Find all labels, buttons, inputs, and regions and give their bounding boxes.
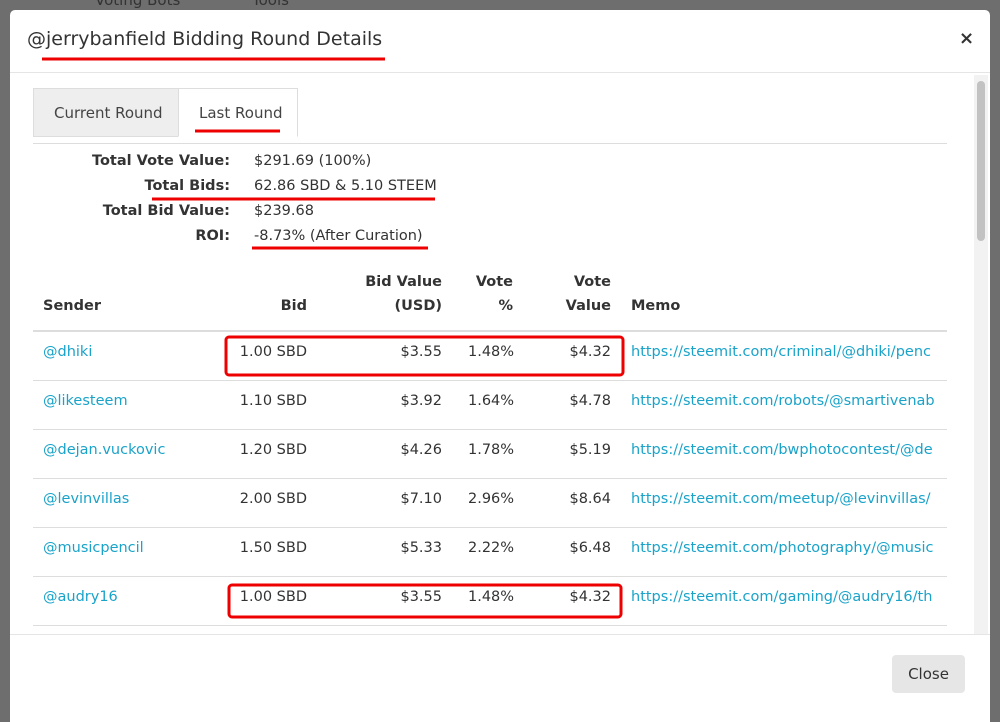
memo-link[interactable]: https://steemit.com/bwphotocontest/@de	[631, 442, 933, 458]
table-cell: 1.20 SBD	[239, 442, 307, 458]
divider	[10, 72, 990, 73]
sender-link[interactable]: @dhiki	[43, 344, 93, 360]
nav-item[interactable]: Voting Bots	[95, 0, 181, 9]
table-cell: $4.32	[569, 589, 611, 605]
table-cell: $4.32	[569, 344, 611, 360]
table-cell: 1.48%	[468, 589, 515, 605]
summary-value: $291.69 (100%)	[254, 153, 372, 169]
modal: @jerrybanfield Bidding Round Details × C…	[10, 10, 990, 722]
row-line	[33, 527, 947, 528]
tab[interactable]: Last Round	[178, 88, 298, 137]
row-line	[33, 429, 947, 430]
table-cell: 1.10 SBD	[239, 393, 307, 409]
table-cell: 1.64%	[468, 393, 515, 409]
table-cell: $3.55	[400, 589, 442, 605]
table-header: Memo	[631, 298, 681, 314]
table-header: Bid Value (USD)	[365, 274, 442, 314]
modal-title: @jerrybanfield Bidding Round Details	[27, 28, 383, 50]
sender-link[interactable]: @musicpencil	[43, 540, 144, 556]
tab-bar	[33, 143, 947, 144]
table-rule	[33, 330, 947, 332]
table-cell: $3.55	[400, 344, 442, 360]
divider	[10, 634, 990, 635]
scrollbar	[974, 75, 988, 635]
table-cell: 2.96%	[468, 491, 515, 507]
close-icon[interactable]: ×	[959, 28, 975, 49]
close-button[interactable]: Close	[892, 655, 965, 693]
table-cell: $5.33	[400, 540, 442, 556]
table-cell: 2.00 SBD	[239, 491, 307, 507]
summary-value: $239.68	[254, 203, 314, 219]
nav-item[interactable]: Tools	[252, 0, 289, 9]
row-line	[33, 576, 947, 577]
memo-link[interactable]: https://steemit.com/gaming/@audry16/th	[631, 589, 933, 605]
summary-label: Total Bid Value:	[102, 203, 230, 219]
table-cell: 2.22%	[468, 540, 515, 556]
table-cell: 1.48%	[468, 344, 515, 360]
table-cell: 1.50 SBD	[239, 540, 307, 556]
table-cell: $8.64	[569, 491, 611, 507]
table-header: Vote Value	[565, 274, 611, 314]
summary-value: -8.73% (After Curation)	[254, 228, 423, 244]
tab[interactable]: Current Round	[33, 88, 178, 137]
sender-link[interactable]: @audry16	[43, 589, 118, 605]
table-cell: 1.00 SBD	[239, 344, 307, 360]
row-line	[33, 625, 947, 626]
sender-link[interactable]: @levinvillas	[43, 491, 130, 507]
summary-value: 62.86 SBD & 5.10 STEEM	[254, 178, 437, 194]
summary-label: ROI:	[195, 228, 230, 244]
memo-link[interactable]: https://steemit.com/photography/@music	[631, 540, 934, 556]
sender-link[interactable]: @dejan.vuckovic	[43, 442, 166, 458]
memo-link[interactable]: https://steemit.com/robots/@smartivenab	[631, 393, 935, 409]
table-cell: $4.78	[569, 393, 611, 409]
memo-link[interactable]: https://steemit.com/meetup/@levinvillas/	[631, 491, 931, 507]
summary-label: Total Vote Value:	[91, 153, 230, 169]
table-header: Bid	[280, 298, 307, 314]
memo-link[interactable]: https://steemit.com/criminal/@dhiki/penc	[631, 344, 931, 360]
summary-label: Total Bids:	[144, 178, 231, 194]
table-cell: 1.78%	[468, 442, 515, 458]
table-cell: $3.92	[400, 393, 442, 409]
table-cell: 1.00 SBD	[239, 589, 307, 605]
table-cell: $7.10	[400, 491, 442, 507]
table-cell: $5.19	[569, 442, 611, 458]
row-line	[33, 478, 947, 479]
row-line	[33, 380, 947, 381]
table-cell: $6.48	[569, 540, 611, 556]
sender-link[interactable]: @likesteem	[43, 393, 128, 409]
table-cell: $4.26	[400, 442, 442, 458]
table-header: Vote %	[475, 274, 513, 314]
table-header: Sender	[43, 298, 101, 314]
